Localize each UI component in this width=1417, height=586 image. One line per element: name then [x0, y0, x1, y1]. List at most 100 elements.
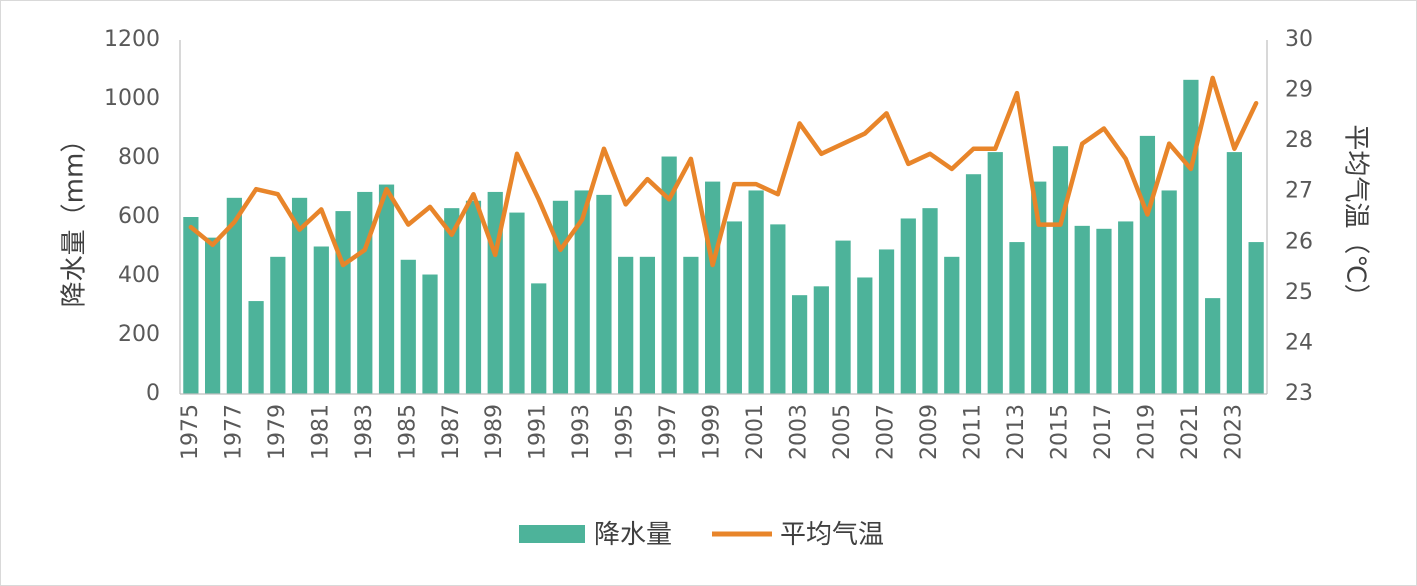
bar-2024 [1248, 242, 1264, 394]
bar-1978 [248, 301, 264, 394]
ticks-layer: 0 200 400 600 800 1000 1200 23 24 25 26 27 28 29 30 197… [104, 27, 1313, 460]
bar-1997 [661, 156, 677, 394]
left-tick-label: 1200 [104, 27, 160, 52]
x-tick-label: 1987 [439, 404, 464, 460]
legend: 降水量 平均气温 [519, 520, 884, 550]
bar-2011 [965, 174, 982, 394]
bar-1976 [205, 237, 221, 394]
bar-1977 [226, 197, 242, 394]
left-tick-label: 0 [146, 381, 160, 406]
right-tick-label: 24 [1285, 330, 1313, 355]
x-tick-label: 2011 [961, 404, 986, 460]
bar-1986 [422, 274, 438, 394]
right-tick-label: 23 [1285, 381, 1313, 406]
x-tick-label: 2001 [743, 404, 768, 460]
left-tick-label: 400 [118, 263, 160, 288]
legend-label-line: 平均气温 [780, 520, 884, 550]
x-tick-label: 2013 [1004, 404, 1029, 460]
right-tick-label: 28 [1285, 128, 1313, 153]
bar-2001 [748, 190, 764, 394]
x-tick-label: 2019 [1134, 404, 1159, 460]
bar-2016 [1074, 225, 1090, 394]
bar-2009 [922, 208, 938, 394]
x-tick-label: 2015 [1047, 404, 1072, 460]
x-tick-label: 2003 [787, 404, 812, 460]
legend-label-bar: 降水量 [594, 520, 672, 550]
bar-2014 [1031, 181, 1047, 394]
left-axis-title: 降水量（mm） [60, 127, 90, 308]
x-tick-label: 1991 [526, 404, 551, 460]
temperature-line [188, 75, 1259, 268]
bar-1991 [531, 283, 547, 395]
bar-2004 [813, 286, 829, 394]
bar-2022 [1205, 298, 1221, 395]
x-tick-label: 1983 [352, 404, 377, 460]
bar-2012 [987, 152, 1003, 394]
right-tick-label: 26 [1285, 229, 1313, 254]
x-tick-label: 1975 [178, 404, 203, 460]
right-tick-label: 29 [1285, 78, 1313, 103]
right-tick-label: 25 [1285, 280, 1313, 305]
x-tick-label: 2023 [1221, 404, 1246, 460]
axes-layer [179, 40, 1268, 395]
bar-2000 [726, 221, 742, 394]
x-tick-label: 2021 [1178, 404, 1203, 460]
bar-2017 [1096, 228, 1112, 394]
x-tick-label: 1979 [265, 404, 290, 460]
x-tick-label: 2017 [1091, 404, 1116, 460]
bar-2005 [835, 240, 851, 394]
bar-1996 [639, 256, 656, 394]
bar-1982 [335, 211, 351, 394]
x-tick-label: 2009 [917, 404, 942, 460]
bar-1990 [509, 212, 525, 394]
left-tick-label: 600 [118, 204, 160, 229]
x-tick-label: 1977 [221, 404, 246, 460]
bar-1985 [400, 259, 416, 394]
bar-1975 [183, 217, 199, 394]
left-tick-label: 1000 [104, 86, 160, 111]
bar-1998 [683, 256, 699, 394]
bar-2013 [1009, 242, 1025, 394]
x-tick-label: 1989 [482, 404, 507, 460]
bar-2021 [1183, 79, 1199, 394]
left-tick-label: 200 [118, 322, 160, 347]
x-tick-label: 2007 [874, 404, 899, 460]
left-tick-label: 800 [118, 145, 160, 170]
x-tick-label: 1981 [308, 404, 333, 460]
bar-1994 [596, 194, 612, 395]
bar-1987 [444, 208, 460, 394]
bar-2008 [900, 218, 916, 394]
line-layer [188, 75, 1259, 268]
bar-1979 [270, 256, 286, 394]
bars-layer [183, 79, 1264, 395]
bar-1993 [574, 190, 590, 394]
legend-swatch-bar [519, 525, 585, 543]
right-tick-label: 30 [1285, 27, 1313, 52]
bar-2002 [770, 224, 786, 395]
bar-1983 [357, 191, 373, 394]
x-tick-label: 1995 [613, 404, 638, 460]
x-tick-label: 1985 [395, 404, 420, 460]
x-tick-label: 1997 [656, 404, 681, 460]
bar-1988 [465, 200, 482, 394]
bar-2015 [1052, 146, 1069, 394]
bar-2006 [857, 277, 873, 394]
bar-1981 [313, 246, 329, 394]
bar-2019 [1139, 135, 1156, 395]
bar-2020 [1161, 190, 1177, 394]
bar-1984 [378, 184, 395, 394]
x-tick-label: 1993 [569, 404, 594, 460]
x-tick-label: 2005 [830, 404, 855, 460]
bar-1995 [618, 256, 634, 394]
x-tick-label: 1999 [700, 404, 725, 460]
bar-1980 [291, 197, 308, 394]
bar-2010 [944, 256, 960, 394]
right-axis-title: 平均气温（℃） [1341, 124, 1371, 309]
bar-2007 [878, 249, 895, 394]
right-tick-label: 27 [1285, 179, 1313, 204]
bar-1999 [705, 181, 721, 394]
bar-2023 [1226, 152, 1242, 394]
bar-2003 [791, 295, 808, 394]
bar-2018 [1118, 221, 1134, 394]
